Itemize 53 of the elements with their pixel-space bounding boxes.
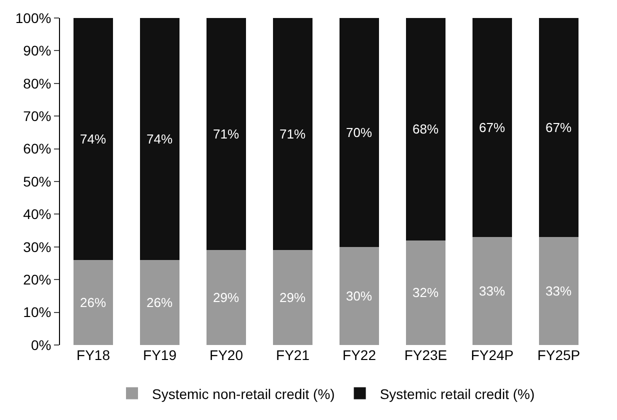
y-tick-label: 100% bbox=[15, 10, 52, 26]
bar bbox=[538, 18, 579, 238]
bar bbox=[339, 246, 380, 345]
y-tick-label: 80% bbox=[23, 75, 52, 92]
x-tick-label: FY23E bbox=[404, 347, 448, 363]
data-label: 29% bbox=[280, 290, 306, 306]
y-tick-label: 70% bbox=[23, 108, 52, 124]
bar bbox=[73, 260, 114, 345]
bar bbox=[339, 18, 380, 247]
x-tick-label: FY18 bbox=[76, 347, 110, 363]
bar bbox=[406, 18, 446, 240]
y-tick-label: 40% bbox=[23, 206, 52, 222]
y-tick-label: 60% bbox=[23, 140, 52, 157]
data-label: 67% bbox=[546, 120, 572, 136]
data-label: 33% bbox=[546, 284, 572, 299]
bar bbox=[272, 18, 313, 250]
x-tick-label: FY24P bbox=[470, 347, 514, 363]
x-tick-label: FY21 bbox=[276, 347, 310, 363]
y-tick-label: 50% bbox=[23, 173, 52, 190]
data-label: 32% bbox=[412, 285, 439, 300]
data-label: 67% bbox=[479, 120, 506, 136]
y-tick-label: 90% bbox=[23, 42, 52, 59]
x-tick-label: FY22 bbox=[342, 347, 376, 363]
y-tick-label: 30% bbox=[23, 238, 52, 255]
y-tick-label: 0% bbox=[30, 336, 52, 353]
bar bbox=[73, 18, 114, 260]
data-label: 74% bbox=[80, 131, 106, 146]
data-label: 68% bbox=[412, 122, 439, 137]
x-tick-label: FY25P bbox=[537, 347, 580, 363]
data-label: 26% bbox=[80, 294, 106, 310]
data-label: 26% bbox=[146, 294, 173, 310]
data-label: 71% bbox=[213, 126, 240, 142]
x-tick-label: FY19 bbox=[143, 347, 177, 363]
bar bbox=[272, 250, 313, 345]
bar bbox=[472, 237, 512, 345]
bar bbox=[406, 240, 446, 345]
legend-label: Systemic retail credit (%) bbox=[380, 386, 535, 402]
data-label: 29% bbox=[213, 290, 240, 306]
data-label: 30% bbox=[346, 288, 372, 304]
data-label: 74% bbox=[146, 131, 173, 146]
data-label: 33% bbox=[479, 284, 506, 299]
y-tick-label: 10% bbox=[23, 304, 52, 320]
bar bbox=[140, 260, 180, 345]
data-label: 71% bbox=[280, 126, 306, 142]
bar bbox=[472, 18, 512, 238]
bar bbox=[140, 18, 180, 260]
bar bbox=[206, 18, 246, 250]
legend-label: Systemic non-retail credit (%) bbox=[152, 386, 335, 402]
bar bbox=[538, 237, 579, 345]
y-tick-label: 20% bbox=[23, 272, 52, 288]
bar bbox=[206, 250, 246, 345]
data-label: 70% bbox=[346, 124, 372, 140]
x-tick-label: FY20 bbox=[210, 347, 244, 363]
